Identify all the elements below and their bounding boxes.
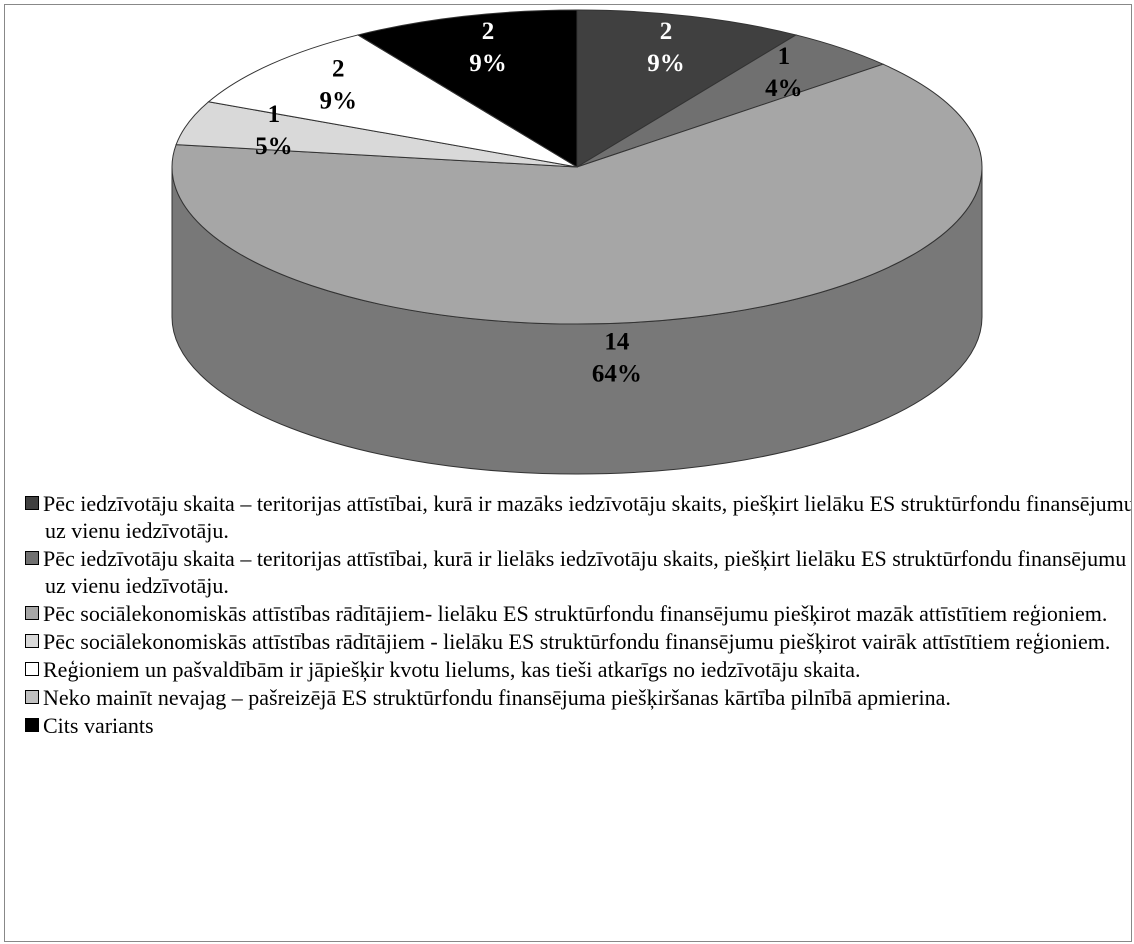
data-label-percent: 9%: [647, 50, 685, 77]
legend-label: Pēc sociālekonomiskās attīstības rādītāj…: [43, 629, 1111, 654]
legend-item: Pēc sociālekonomiskās attīstības rādītāj…: [25, 600, 1131, 627]
data-label-count: 1: [778, 43, 791, 70]
legend-swatch: [25, 496, 39, 510]
data-label-count: 14: [604, 328, 630, 355]
data-label-percent: 9%: [469, 50, 507, 77]
legend-label: Pēc sociālekonomiskās attīstības rādītāj…: [43, 601, 1108, 626]
legend-swatch: [25, 551, 39, 565]
data-label-percent: 4%: [765, 75, 803, 102]
chart: 2 9% 1 4% 14 64% 1 5% 2 9% 2 9% Pēc iedzīvotāju ska…: [4, 4, 1132, 942]
legend-swatch: [25, 718, 39, 732]
data-label-percent: 5%: [255, 133, 293, 160]
data-label-count: 2: [482, 18, 495, 45]
data-label-percent: 9%: [320, 88, 358, 115]
legend-swatch: [25, 662, 39, 676]
slice: [171, 63, 983, 325]
pie-area: 2 9% 1 4% 14 64% 1 5% 2 9% 2 9%: [171, 9, 983, 475]
data-label-percent: 64%: [592, 360, 642, 387]
legend-label: Cits variants: [43, 713, 154, 738]
legend-item: Pēc iedzīvotāju skaita – teritorijas att…: [25, 490, 1132, 544]
legend-label: Pēc iedzīvotāju skaita – teritorijas att…: [43, 491, 1132, 543]
legend-item: Pēc sociālekonomiskās attīstības rādītāj…: [25, 628, 1131, 655]
data-label-count: 2: [660, 18, 673, 45]
slice: [356, 9, 578, 168]
data-label-count: 1: [268, 101, 281, 128]
slice: [207, 34, 578, 168]
legend-item: Pēc iedzīvotāju skaita – teritorijas att…: [25, 545, 1131, 599]
legend-item: Cits variants: [25, 712, 1131, 739]
slice: [576, 9, 798, 168]
data-label-count: 2: [332, 56, 345, 83]
legend-label: Pēc iedzīvotāju skaita – teritorijas att…: [43, 546, 1127, 598]
legend-item: Reģioniem un pašvaldībām ir jāpiešķir kv…: [25, 656, 1131, 683]
legend-swatch: [25, 634, 39, 648]
legend-label: Neko mainīt nevajag – pašreizējā ES stru…: [43, 685, 951, 710]
legend: Pēc iedzīvotāju skaita – teritorijas att…: [25, 490, 1132, 740]
legend-item: Neko mainīt nevajag – pašreizējā ES stru…: [25, 684, 1131, 711]
legend-swatch: [25, 606, 39, 620]
legend-swatch: [25, 690, 39, 704]
legend-label: Reģioniem un pašvaldībām ir jāpiešķir kv…: [43, 657, 861, 682]
